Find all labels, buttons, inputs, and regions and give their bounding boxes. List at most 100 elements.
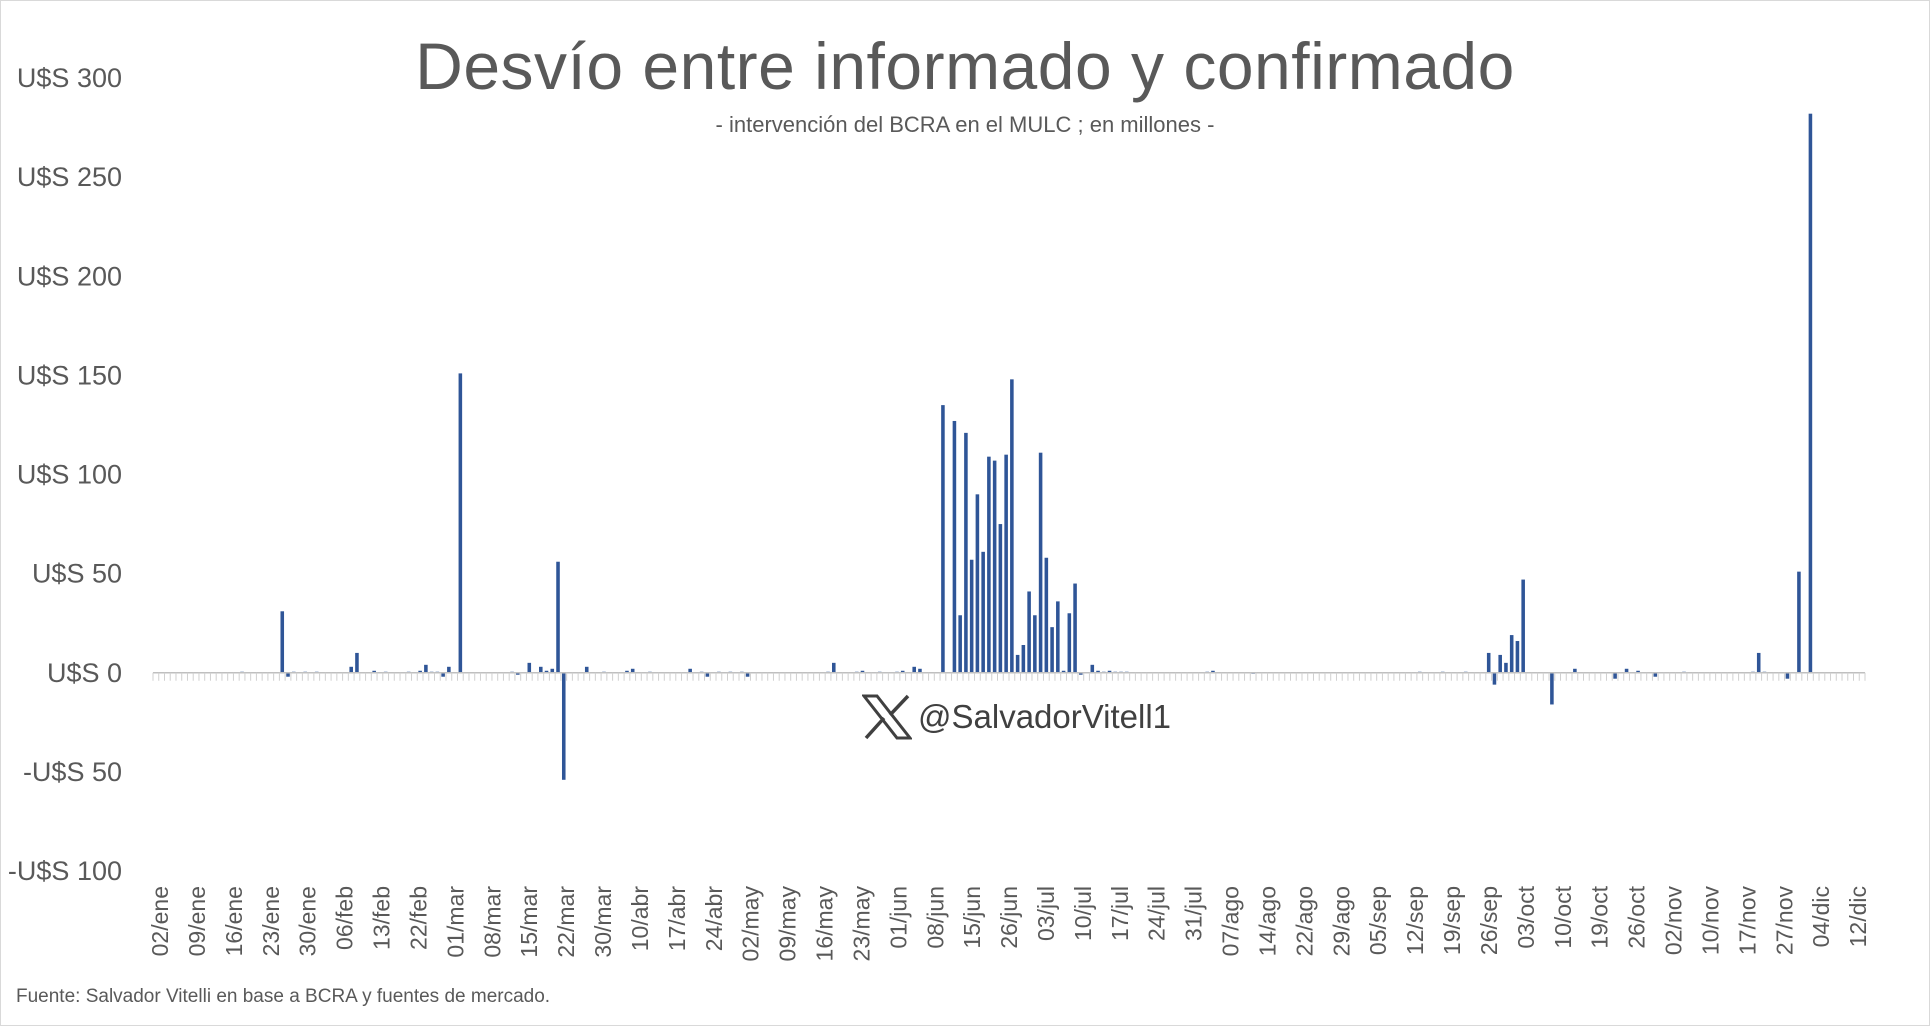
x-tick-label: 02/nov <box>1661 886 1687 956</box>
y-tick-label: U$S 100 <box>17 460 122 490</box>
y-tick-label: U$S 50 <box>32 559 122 589</box>
bar <box>550 668 555 673</box>
bar <box>625 670 629 673</box>
bar <box>918 668 922 673</box>
x-tick-label: 17/jul <box>1107 886 1133 941</box>
bar <box>705 672 710 677</box>
x-tick-label: 02/may <box>738 886 764 962</box>
bar <box>556 561 560 673</box>
x-tick-label: 04/dic <box>1808 886 1834 947</box>
bar-series <box>240 113 1813 780</box>
bar <box>1797 571 1801 673</box>
bar <box>1004 454 1008 673</box>
bar <box>1038 452 1043 673</box>
source-note: Fuente: Salvador Vitelli en base a BCRA … <box>16 986 551 1007</box>
x-tick-label: 17/nov <box>1734 886 1760 956</box>
bar <box>584 666 589 673</box>
bar <box>860 670 865 673</box>
bar <box>1498 654 1502 673</box>
bar <box>561 672 566 780</box>
bar <box>964 432 968 673</box>
x-tick-label: 03/jul <box>1033 886 1059 941</box>
bar <box>544 670 549 673</box>
bar <box>372 670 376 673</box>
x-tick-label: 27/nov <box>1771 886 1797 956</box>
bar <box>941 405 945 673</box>
bar <box>349 666 353 673</box>
bar <box>1624 668 1629 673</box>
x-logo-icon <box>862 694 912 740</box>
x-tick-label: 07/ago <box>1218 886 1244 956</box>
x-tick-label: 03/oct <box>1513 885 1539 948</box>
x-tick-label: 13/feb <box>369 886 395 950</box>
bar <box>981 551 985 673</box>
bar <box>1504 662 1508 673</box>
bar <box>1756 652 1761 673</box>
chart-subtitle: - intervención del BCRA en el MULC ; en … <box>715 112 1215 137</box>
x-tick-label: 15/jun <box>959 886 985 949</box>
bar <box>998 524 1003 673</box>
x-tick-label: 17/abr <box>664 886 690 952</box>
x-tick-label: 12/sep <box>1402 886 1428 955</box>
bar <box>280 611 285 673</box>
bar <box>1021 645 1026 673</box>
bar <box>952 420 957 673</box>
x-tick-label: 23/may <box>848 886 874 962</box>
y-tick-label: -U$S 100 <box>8 856 122 886</box>
bar <box>1515 641 1520 673</box>
bar <box>1613 672 1617 679</box>
x-tick-label: 10/nov <box>1697 886 1723 956</box>
x-tick-label: 24/abr <box>701 886 727 952</box>
y-tick-label: U$S 250 <box>17 162 122 192</box>
x-tick-label: 15/mar <box>516 886 542 958</box>
bar <box>1061 670 1066 673</box>
bar <box>992 460 997 673</box>
bar <box>1211 670 1215 673</box>
bar <box>987 456 991 673</box>
bar <box>912 666 916 673</box>
bar <box>1056 601 1060 673</box>
bar <box>286 672 290 677</box>
bar <box>516 672 520 675</box>
bar <box>1079 672 1083 675</box>
bar <box>975 494 980 673</box>
x-tick-label: 10/oct <box>1550 885 1576 948</box>
watermark: @SalvadorVitell1 <box>862 694 1171 740</box>
x-tick-label: 02/ene <box>147 886 173 956</box>
bar <box>441 672 445 677</box>
bar <box>1067 613 1072 673</box>
x-tick-label: 22/ago <box>1291 886 1317 956</box>
bar <box>1010 379 1014 673</box>
bar <box>1033 615 1037 673</box>
bar <box>688 668 692 673</box>
bar <box>355 652 359 673</box>
bar <box>1653 672 1658 677</box>
bar <box>1785 672 1790 679</box>
x-axis <box>152 672 1866 681</box>
bar <box>900 670 905 673</box>
x-tick-label: 24/jul <box>1144 886 1170 941</box>
x-tick-label: 26/jun <box>996 886 1022 949</box>
bar <box>1073 583 1077 673</box>
bar <box>539 666 543 673</box>
x-tick-label: 12/dic <box>1845 886 1871 947</box>
bar <box>1521 579 1525 673</box>
bar <box>1107 670 1112 673</box>
bar <box>1509 635 1514 673</box>
bar <box>1573 668 1577 673</box>
x-tick-label: 30/ene <box>295 886 321 956</box>
x-tick-label: 05/sep <box>1365 886 1391 955</box>
x-tick-label: 22/feb <box>405 886 431 950</box>
bar <box>1808 113 1813 673</box>
bar <box>447 666 451 673</box>
bar <box>527 662 532 673</box>
y-tick-label: U$S 300 <box>17 63 122 93</box>
x-tick-label: 09/ene <box>184 886 210 956</box>
bar <box>630 668 635 673</box>
x-tick-label: 01/jun <box>885 886 911 949</box>
y-tick-label: -U$S 50 <box>23 757 122 787</box>
x-tick-label: 08/jun <box>922 886 948 949</box>
x-tick-label: 01/mar <box>442 886 468 958</box>
x-tick-label: 30/mar <box>590 886 616 958</box>
